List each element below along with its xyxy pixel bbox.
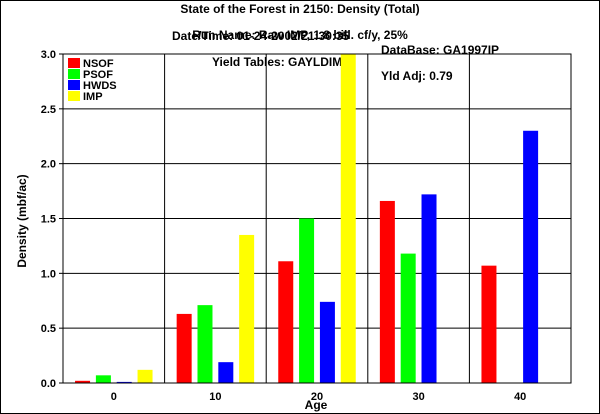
bar-nsof-10: [176, 313, 192, 383]
x-tick-label: 30: [412, 391, 424, 403]
y-tick-label: 3.0: [41, 49, 56, 61]
bar-imp-10: [239, 234, 255, 383]
legend-swatch-nsof: [68, 58, 80, 68]
legend-label-imp: IMP: [83, 91, 103, 103]
y-tick-label: 0.0: [41, 378, 56, 390]
yield-tables-label: Yield Tables: GAYLDIMP: [212, 55, 351, 69]
legend-label-hwds: HWDS: [83, 80, 117, 92]
bar-nsof-0: [75, 380, 91, 383]
x-tick-label: 40: [514, 391, 526, 403]
x-tick-label: 20: [311, 391, 323, 403]
bar-imp-20: [340, 54, 356, 383]
y-tick-label: 2.0: [41, 159, 56, 171]
yield-adj-label: Yld Adj: 0.79: [381, 69, 453, 83]
x-tick-label: 10: [209, 391, 221, 403]
y-tick-label: 1.5: [41, 214, 56, 226]
bar-hwds-30: [421, 194, 437, 383]
bar-imp-0: [137, 369, 153, 383]
chart-title: State of the Forest in 2150: Density (To…: [180, 2, 420, 16]
bar-hwds-0: [116, 381, 132, 383]
bar-hwds-10: [218, 362, 234, 383]
datetime-label: Date/Time: 01-24-2002/21:30:35: [172, 29, 350, 43]
legend-label-nsof: NSOF: [83, 58, 114, 70]
y-axis-label: Density (mbf/ac): [15, 174, 29, 267]
bar-psof-20: [299, 218, 315, 383]
yield-line: Yield Tables: GAYLDIMP Yld Adj: 0.79: [0, 41, 600, 83]
y-tick-labels: 0.0 0.5 1.0 1.5 2.0 2.5 3.0: [41, 49, 56, 390]
x-axis-label: Age: [305, 398, 328, 412]
bar-psof-10: [197, 305, 213, 383]
bar-psof-0: [95, 375, 111, 383]
bar-nsof-40: [481, 265, 497, 383]
run-name-label: Run Name: Raw IMP, 1.8 bill. cf/y, 25%: [192, 28, 408, 42]
legend-swatch-hwds: [68, 80, 80, 90]
plot-border: [62, 53, 572, 384]
y-tick-label: 2.5: [41, 104, 56, 116]
legend-swatch-psof: [68, 69, 80, 79]
axes: [59, 53, 572, 384]
legend-swatch-imp: [68, 91, 80, 101]
y-tick-label: 1.0: [41, 268, 56, 280]
bar-hwds-40: [523, 130, 539, 383]
bar-nsof-30: [379, 200, 395, 383]
x-tick-labels: 0 10 20 30 40: [111, 391, 527, 403]
bars: [75, 54, 539, 383]
y-tick-label: 0.5: [41, 323, 56, 335]
bar-nsof-20: [278, 261, 294, 383]
bar-hwds-20: [319, 301, 335, 383]
bar-psof-30: [400, 253, 416, 383]
legend-label-psof: PSOF: [83, 69, 113, 81]
x-tick-label: 0: [111, 391, 117, 403]
